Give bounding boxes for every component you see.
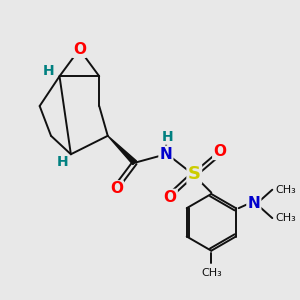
Text: CH₃: CH₃ (275, 185, 296, 195)
Text: O: O (73, 42, 86, 57)
Text: CH₃: CH₃ (201, 268, 222, 278)
Text: O: O (164, 190, 177, 205)
Text: H: H (56, 155, 68, 169)
Text: O: O (110, 182, 123, 196)
Text: O: O (213, 144, 226, 159)
Text: H: H (43, 64, 55, 78)
Text: S: S (188, 165, 201, 183)
Text: N: N (248, 196, 260, 211)
Text: CH₃: CH₃ (275, 213, 296, 223)
Text: H: H (161, 130, 173, 144)
Text: N: N (160, 147, 172, 162)
Polygon shape (108, 136, 136, 165)
